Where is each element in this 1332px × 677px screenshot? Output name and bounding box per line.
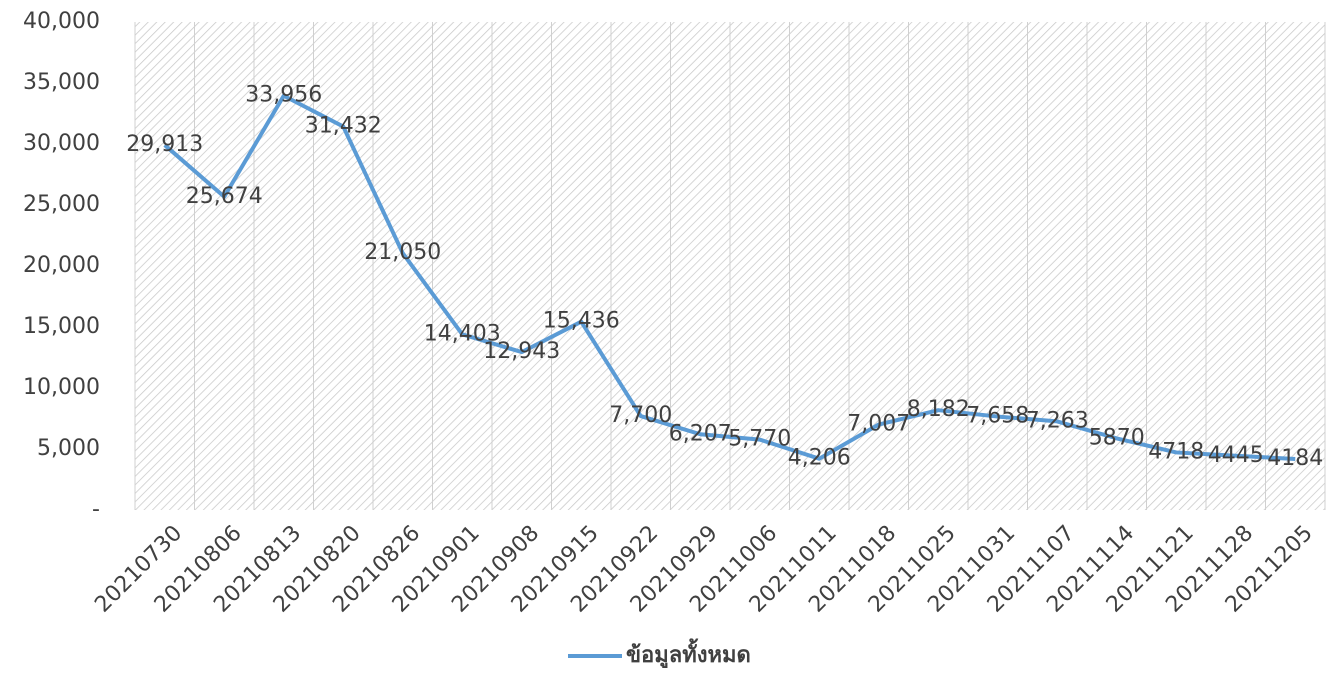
data-label: 15,436 xyxy=(543,309,620,334)
y-tick-label: 35,000 xyxy=(23,70,100,95)
data-label: 33,956 xyxy=(245,83,322,108)
data-label: 6,207 xyxy=(669,421,732,446)
y-tick-label: - xyxy=(92,497,100,522)
y-tick-label: 40,000 xyxy=(23,9,100,34)
y-tick-label: 10,000 xyxy=(23,375,100,400)
data-label: 4718 xyxy=(1148,439,1204,464)
data-label: 21,050 xyxy=(364,240,441,265)
y-tick-label: 25,000 xyxy=(23,192,100,217)
data-label: 7,700 xyxy=(609,403,672,428)
y-tick-label: 15,000 xyxy=(23,314,100,339)
data-label: 7,658 xyxy=(966,404,1029,429)
data-label: 4,206 xyxy=(788,446,851,471)
y-tick-label: 20,000 xyxy=(23,253,100,278)
data-label: 25,674 xyxy=(186,184,263,209)
data-label: 4445 xyxy=(1208,443,1264,468)
legend-label: ข้อมูลทั้งหมด xyxy=(626,638,751,669)
data-label: 7,263 xyxy=(1026,408,1089,433)
data-label: 12,943 xyxy=(483,339,560,364)
y-tick-label: 30,000 xyxy=(23,131,100,156)
data-label: 5,770 xyxy=(728,427,791,452)
data-label: 14,403 xyxy=(424,321,501,346)
data-label: 8,182 xyxy=(907,397,970,422)
line xyxy=(163,93,1296,461)
data-label: 31,432 xyxy=(305,114,382,139)
data-label: 4184 xyxy=(1267,446,1323,471)
data-label: 7,007 xyxy=(847,412,910,437)
data-label: 5870 xyxy=(1089,425,1145,450)
y-tick-label: 5,000 xyxy=(37,436,100,461)
data-label: 29,913 xyxy=(126,132,203,157)
